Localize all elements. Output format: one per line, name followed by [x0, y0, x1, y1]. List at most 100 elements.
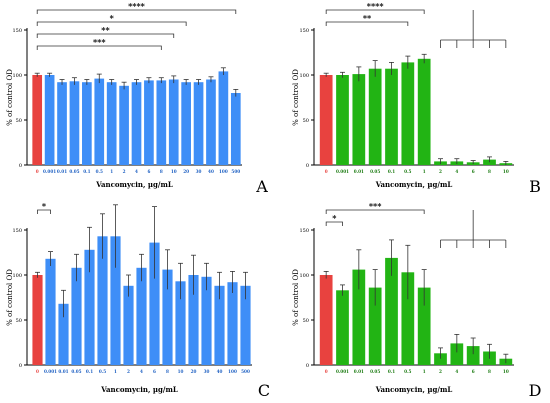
- y-tick-label: 50: [16, 318, 22, 324]
- y-axis-label: % of control OD: [292, 269, 300, 326]
- panel-d: 0 50 100 150 % of control OD 0 0.001 0.01 0.05 0.…: [292, 201, 541, 400]
- bar-0.05: [69, 81, 80, 165]
- x-tick-label: 8: [160, 169, 163, 174]
- x-tick-label: 0.5: [99, 369, 106, 374]
- x-tick-label: 0.5: [404, 169, 411, 174]
- panel-c: 0 50 100 150 % of control OD 0 0.001 0.01 0.05 0.…: [6, 201, 270, 400]
- x-tick-label: 30: [204, 369, 210, 374]
- x-tick-label: 0.5: [404, 369, 411, 374]
- y-tick-label: 150: [12, 228, 22, 234]
- x-tick-label: 40: [217, 369, 223, 374]
- bar-0: [32, 75, 43, 165]
- bar-1: [417, 287, 431, 365]
- y-tick-label: 100: [299, 73, 309, 79]
- significance-bracket: [325, 221, 343, 226]
- x-tick-label: 0.1: [83, 169, 90, 174]
- significance-bracket: [325, 209, 425, 214]
- y-tick-label: 150: [299, 228, 309, 234]
- bar-500: [230, 93, 241, 165]
- y-tick-label: 150: [299, 28, 309, 34]
- x-tick-label: 10: [503, 369, 509, 374]
- significance-label: ***: [369, 201, 382, 211]
- x-tick-label: 4: [140, 369, 143, 374]
- y-tick-label: 0: [19, 363, 22, 369]
- x-axis-label: Vancomycin, µg/mL: [95, 180, 173, 189]
- x-tick-label: 100: [219, 169, 228, 174]
- x-tick-label: 10: [171, 169, 177, 174]
- x-tick-label: 1: [114, 369, 117, 374]
- bar-2: [434, 353, 447, 365]
- y-tick-label: 100: [12, 73, 22, 79]
- x-tick-label: 0.05: [71, 369, 81, 374]
- x-tick-label: 0.05: [69, 169, 79, 174]
- significance-bracket: [36, 45, 162, 50]
- bar-0.1: [385, 257, 398, 365]
- x-tick-label: 0.01: [58, 369, 68, 374]
- bar-4: [131, 82, 142, 165]
- significance-label: **: [101, 25, 110, 35]
- significance-label: ****: [128, 1, 146, 11]
- y-tick-label: 150: [12, 28, 22, 34]
- significance-label: **: [363, 13, 372, 23]
- bar-0.1: [82, 82, 92, 165]
- x-tick-label: 0: [36, 169, 39, 174]
- x-tick-label: 8: [488, 369, 491, 374]
- x-tick-label: 4: [455, 169, 458, 174]
- significance-bracket: [36, 21, 187, 26]
- panel-letter: A: [255, 177, 268, 196]
- bar-40: [214, 285, 225, 365]
- bar-4: [450, 343, 464, 365]
- y-tick-label: 50: [303, 318, 309, 324]
- bar-10: [175, 281, 186, 365]
- x-tick-label: 500: [241, 369, 250, 374]
- x-tick-label: 1: [110, 169, 113, 174]
- x-tick-label: 0.1: [388, 169, 395, 174]
- significance-bracket: [36, 9, 237, 14]
- significance-label: ****: [367, 1, 385, 11]
- bar-6: [144, 80, 154, 165]
- y-axis-label: % of control OD: [292, 69, 300, 126]
- x-tick-label: 0: [325, 169, 328, 174]
- x-tick-label: 2: [123, 169, 126, 174]
- significance-label: *: [332, 213, 337, 223]
- x-tick-label: 20: [183, 169, 189, 174]
- bar-0.5: [94, 78, 105, 165]
- x-tick-label: 1: [423, 369, 426, 374]
- x-tick-label: 8: [488, 169, 491, 174]
- x-tick-label: 6: [153, 369, 156, 374]
- x-tick-label: 100: [228, 369, 237, 374]
- y-tick-label: 100: [299, 273, 309, 279]
- x-tick-label: 20: [191, 369, 197, 374]
- x-tick-label: 4: [135, 169, 138, 174]
- y-tick-label: 50: [303, 118, 309, 124]
- bar-0.001: [336, 290, 349, 365]
- bar-0.001: [45, 258, 56, 365]
- bar-0.05: [368, 68, 382, 165]
- significance-bracket: [36, 33, 175, 38]
- bar-0.01: [58, 303, 69, 365]
- significance-bracket: [325, 21, 409, 26]
- panel-letter: C: [258, 381, 270, 400]
- x-tick-label: 30: [196, 169, 202, 174]
- x-axis-label: Vancomycin, µg/mL: [100, 385, 178, 394]
- panel-b: 0 50 100 150 % of control OD 0 0.001 0.01 0.05 0.…: [292, 1, 541, 196]
- significance-label: *: [110, 13, 115, 23]
- x-tick-label: 10: [503, 169, 509, 174]
- bar-30: [201, 276, 212, 365]
- bar-4: [136, 267, 147, 365]
- bar-0.01: [352, 269, 366, 365]
- x-tick-label: 0.001: [44, 369, 57, 374]
- bar-100: [218, 71, 229, 165]
- x-tick-label: 500: [231, 169, 240, 174]
- bar-6: [149, 242, 160, 365]
- bar-8: [156, 80, 167, 165]
- x-tick-label: 0.01: [57, 169, 67, 174]
- x-axis-label: Vancomycin, µg/mL: [375, 180, 453, 189]
- bar-100: [227, 282, 238, 365]
- x-tick-label: 1: [423, 169, 426, 174]
- bar-0.5: [97, 236, 108, 365]
- y-axis-label: % of control OD: [6, 269, 14, 326]
- y-tick-label: 0: [306, 363, 309, 369]
- bar-0: [319, 75, 333, 165]
